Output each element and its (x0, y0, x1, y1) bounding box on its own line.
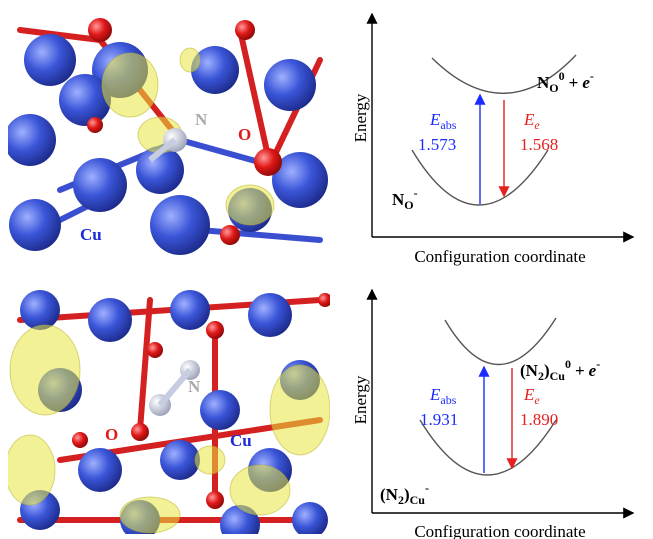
absorption-value: 1.931 (420, 410, 458, 429)
ground-state-label: NO- (392, 186, 418, 212)
page: Configuration coordinate diagrams {"pane… (0, 0, 653, 539)
electron-charge: - (596, 357, 600, 371)
symbol: E (523, 385, 535, 404)
structure-label: Cu (230, 431, 252, 450)
plus: + (569, 73, 579, 92)
subscript: e (534, 118, 540, 132)
structure-label: O (105, 425, 118, 444)
structure-label: N (195, 110, 208, 129)
subscript: abs (440, 118, 456, 132)
emission-value: 1.568 (520, 135, 558, 154)
structure-image-2 (5, 290, 332, 539)
species: N (537, 73, 550, 92)
species: (N (380, 485, 399, 504)
charge: - (425, 481, 429, 495)
emission-value: 1.890 (520, 410, 558, 429)
absorption-label: Eabs (429, 385, 457, 407)
figure: N O Cu N O Cu Energy Configuration coord… (0, 0, 653, 539)
excited-state-label: NO0+e- (537, 69, 594, 95)
structure-label: Cu (80, 225, 102, 244)
structure-label: N (188, 377, 201, 396)
site: O (549, 81, 558, 95)
symbol: E (523, 110, 535, 129)
symbol: E (429, 385, 441, 404)
emission-label: Ee (523, 385, 540, 407)
site: O (404, 198, 413, 212)
emission-label: Ee (523, 110, 540, 132)
body: N O Cu N O Cu Energy Configuration coord… (0, 0, 653, 539)
species: N (392, 190, 405, 209)
site: Cu (550, 369, 566, 383)
x-axis-label: Configuration coordinate (414, 247, 585, 266)
charge: - (414, 186, 418, 200)
structure-image-1 (4, 18, 328, 255)
species: (N (520, 361, 539, 380)
electron-charge: - (590, 69, 594, 83)
ground-state-label: (N2)Cu- (380, 481, 429, 507)
charge: 0 (565, 357, 571, 371)
y-axis-label: Energy (351, 93, 370, 142)
charge: 0 (559, 69, 565, 83)
symbol: E (429, 110, 441, 129)
absorption-value: 1.573 (418, 135, 456, 154)
site: Cu (410, 493, 426, 507)
subscript: e (534, 393, 540, 407)
x-axis-label: Configuration coordinate (414, 522, 585, 539)
y-axis-label: Energy (351, 375, 370, 424)
plus: + (575, 361, 585, 380)
diagram-2 (372, 290, 633, 513)
absorption-label: Eabs (429, 110, 457, 132)
structure-label: O (238, 125, 251, 144)
excited-state-label: (N2)Cu0+e- (520, 357, 600, 383)
subscript: abs (440, 393, 456, 407)
